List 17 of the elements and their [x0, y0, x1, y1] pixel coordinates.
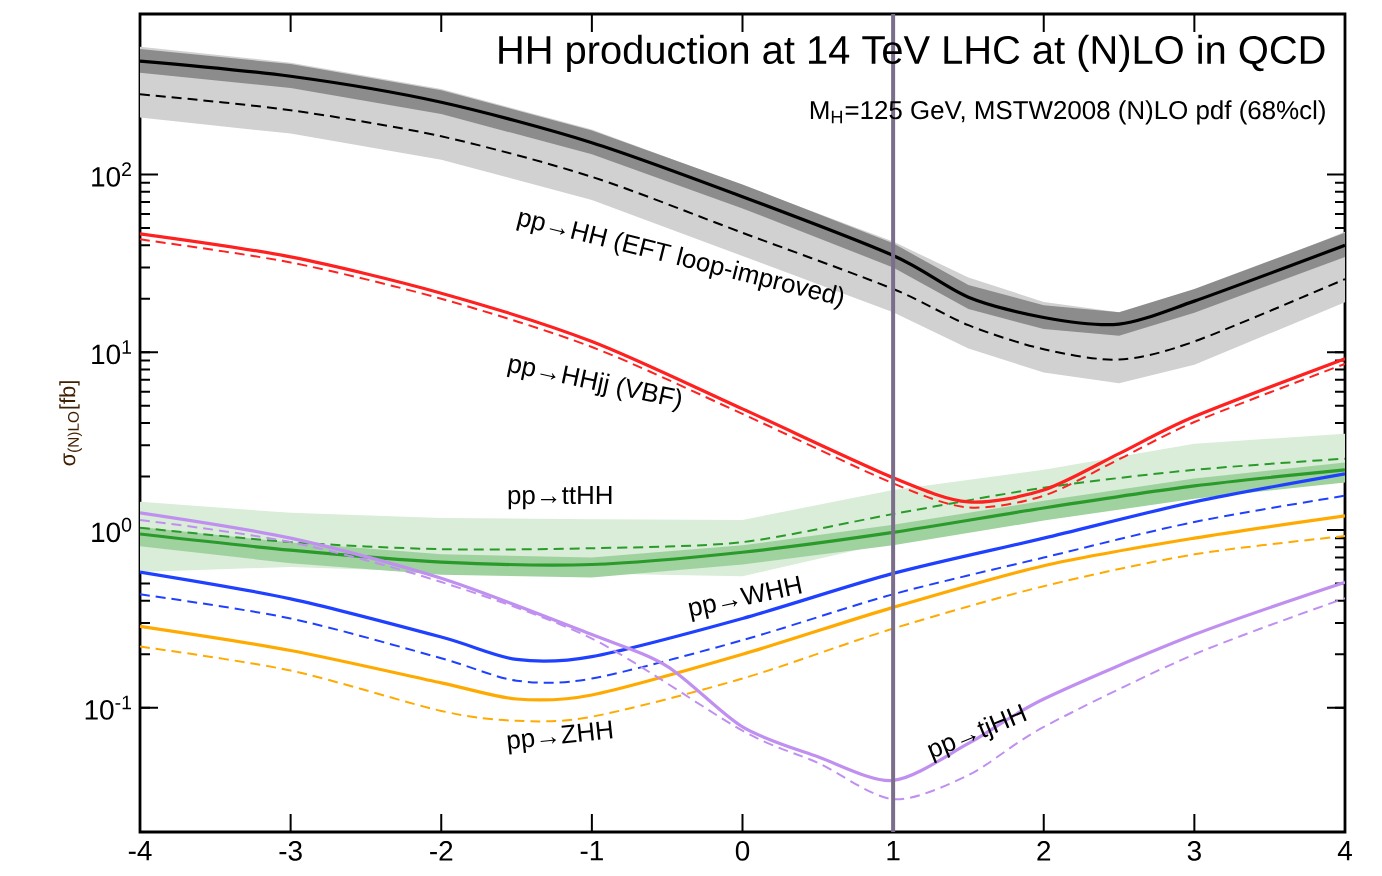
- x-tick-label: 4: [1337, 841, 1352, 861]
- x-tick-label: -4: [128, 841, 152, 861]
- x-tick-label: 2: [1037, 841, 1051, 861]
- x-tick-label: 1: [887, 841, 900, 861]
- x-tick-label: -3: [279, 841, 302, 861]
- y-tick-label: 10$^{0}$: [92, 517, 132, 543]
- x-tick-label: -2: [430, 841, 453, 861]
- x-tick-label: -1: [580, 841, 603, 861]
- y-tick-label: 10$^{2}$: [92, 162, 131, 187]
- y-tick-label: 10$^{1}$: [92, 340, 132, 365]
- annotation: pp→ttHH: [508, 486, 612, 510]
- annotation: pp→ZHH: [507, 720, 613, 755]
- y-axis-title: σ$_{(N)LO}$[fb]: [59, 381, 82, 466]
- annotation: pp→HHjj (VBF): [506, 358, 682, 413]
- x-tick-label: 0: [735, 841, 750, 861]
- y-tick-label: 10$^{-1}$: [85, 695, 132, 720]
- x-tick-label: 3: [1187, 841, 1201, 861]
